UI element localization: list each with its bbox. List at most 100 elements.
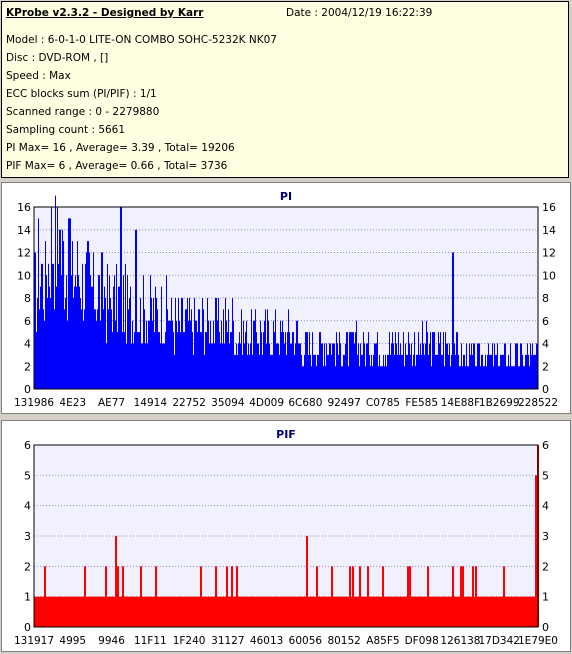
pi-bar [414, 332, 415, 389]
pi-bar [261, 332, 262, 389]
pif-bar [402, 596, 403, 627]
pi-bar [319, 332, 320, 389]
pi-bar [360, 343, 361, 389]
pif-bar [112, 596, 113, 627]
pif-bar [224, 596, 225, 627]
pif-spike-bar [452, 566, 454, 627]
pif-spike-bar [535, 475, 537, 627]
pif-bar [132, 596, 133, 627]
pi-plot-border [33, 206, 539, 390]
pif-spike-bar [44, 566, 46, 627]
pif-x-tick-label: 80152 [327, 635, 360, 647]
pif-bar [296, 596, 297, 627]
pif-bar [439, 596, 440, 627]
pif-bar [196, 596, 197, 627]
pi-bar [338, 354, 339, 389]
pif-bar [238, 596, 239, 627]
pi-bar [288, 309, 289, 389]
pi-bar [314, 354, 315, 389]
pif-bar [199, 596, 200, 627]
pif-bar [528, 596, 529, 627]
pi-y-tick-label-right: 14 [542, 224, 556, 237]
pi-bar [436, 354, 437, 389]
pif-bar [532, 596, 533, 627]
scan-date: Date : 2004/12/19 16:22:39 [286, 7, 433, 19]
pi-bar [171, 298, 172, 389]
pif-bar [55, 596, 56, 627]
pi-bar [97, 309, 98, 389]
pif-bar [436, 596, 437, 627]
pi-bar [407, 354, 408, 389]
pi-bar [296, 320, 297, 389]
pi-y-tick-label-right: 10 [542, 269, 556, 282]
pif-bar [492, 596, 493, 627]
pif-spike-bar [349, 566, 351, 627]
pif-bar [285, 596, 286, 627]
pif-bar [444, 596, 445, 627]
pi-bar [247, 354, 248, 389]
pif-bar [309, 596, 310, 627]
pif-bar [389, 596, 390, 627]
pif-bar [213, 596, 214, 627]
pif-bar [193, 596, 194, 627]
pi-bar [412, 366, 413, 389]
pi-bar [79, 286, 80, 389]
pi-bar [310, 354, 311, 389]
pi-bar [280, 320, 281, 389]
pi-bar [142, 343, 143, 389]
pif-bar [358, 596, 359, 627]
pif-bar [388, 596, 389, 627]
pif-x-tick-label: 1E79E0 [518, 635, 558, 647]
pi-bar [380, 366, 381, 389]
pi-y-tick-label-left: 14 [17, 224, 31, 237]
pi-bar [114, 275, 115, 389]
pif-bar [467, 596, 468, 627]
pif-bar [374, 596, 375, 627]
pi-bar [138, 332, 139, 389]
pif-bar [294, 596, 295, 627]
pif-bar [533, 596, 534, 627]
pi-bar [179, 320, 180, 389]
pif-bar [274, 596, 275, 627]
pif-bar [513, 596, 514, 627]
pif-bar [203, 596, 204, 627]
pi-bar [163, 343, 164, 389]
pi-bar [432, 332, 433, 389]
pi-bar [143, 275, 144, 389]
pif-bar [395, 596, 396, 627]
pi-bar [216, 298, 217, 389]
pi-bar [510, 343, 511, 389]
pi-bar [73, 298, 74, 389]
pi-bar [529, 366, 530, 389]
pif-bar [52, 596, 53, 627]
pif-spike-bar [155, 566, 157, 627]
pi-bar [447, 343, 448, 389]
pif-bar [430, 596, 431, 627]
pi-bar [208, 320, 209, 389]
pi-bar [462, 366, 463, 389]
pif-bar [400, 596, 401, 627]
pif-bar [494, 596, 495, 627]
pi-bar [403, 332, 404, 389]
pi-bar [147, 343, 148, 389]
pi-bar [134, 332, 135, 389]
pi-bar [186, 309, 187, 389]
pi-bar [91, 286, 92, 389]
pi-bar [350, 332, 351, 389]
pi-bar [37, 298, 38, 389]
pi-bar [221, 320, 222, 389]
pif-bar [154, 596, 155, 627]
pi-bar [346, 332, 347, 389]
pif-bar [490, 596, 491, 627]
pi-bar [112, 332, 113, 389]
pif-bar [258, 596, 259, 627]
pif-bar [381, 596, 382, 627]
info-panel: KProbe v2.3.2 - Designed by Karr Date : … [1, 1, 569, 178]
pif-bar [88, 596, 89, 627]
pi-bar [348, 366, 349, 389]
pif-bar [337, 596, 338, 627]
pif-bar [242, 596, 243, 627]
pif-bar [289, 596, 290, 627]
pif-bar [261, 596, 262, 627]
pif-bar [191, 596, 192, 627]
